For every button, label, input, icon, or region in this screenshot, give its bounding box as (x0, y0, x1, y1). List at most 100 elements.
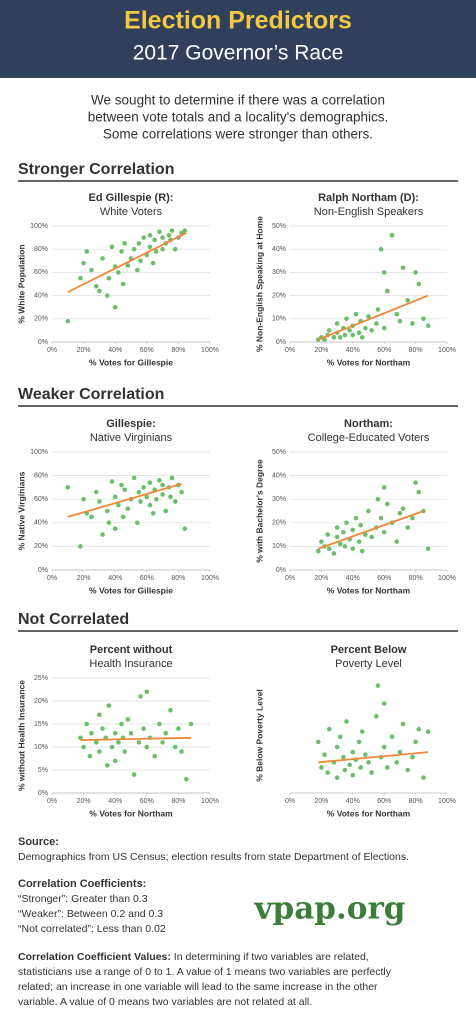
point (157, 229, 162, 235)
trend-line (318, 751, 429, 764)
point (112, 494, 118, 500)
point (394, 311, 400, 317)
point (342, 767, 348, 773)
point (350, 527, 356, 533)
point (105, 293, 110, 298)
point (341, 754, 346, 760)
point (421, 316, 426, 322)
point (334, 534, 340, 540)
y-tick-label: 80% (34, 472, 48, 479)
point (363, 325, 368, 331)
point (65, 318, 71, 324)
point (381, 701, 387, 706)
point (122, 241, 127, 246)
point (138, 499, 143, 504)
point (125, 263, 131, 268)
point (144, 744, 150, 750)
point (135, 267, 140, 273)
point (112, 758, 118, 764)
y-tick-label: 20% (34, 316, 48, 323)
x-tick-label: 60% (140, 575, 154, 582)
y-tick-label: 0% (276, 339, 286, 346)
x-tick-label: 80% (171, 347, 185, 354)
point (160, 740, 165, 745)
x-tick-label: 80% (409, 347, 423, 354)
point (366, 508, 371, 514)
point (334, 525, 340, 530)
coefficient-line: “Not correlated”: Less than 0.02 (18, 923, 166, 935)
point (337, 541, 343, 547)
y-tick-label: 15% (34, 721, 48, 728)
point (89, 514, 94, 520)
note-line: related; an increase in one variable wil… (18, 981, 378, 993)
point (116, 270, 121, 275)
x-tick-label: 0% (47, 575, 57, 582)
point (182, 228, 188, 233)
coefficient-line: “Stronger”: Greater than 0.3 (18, 893, 148, 905)
point (188, 721, 194, 727)
x-tick-label: 40% (108, 798, 122, 805)
point (400, 721, 406, 727)
point (81, 496, 86, 502)
x-tick-label: 20% (314, 575, 328, 582)
x-tick-label: 60% (377, 347, 391, 354)
point (381, 744, 387, 750)
point (353, 515, 359, 521)
chart-title: White Voters (100, 206, 163, 218)
point (184, 776, 189, 782)
point (369, 328, 374, 333)
point (120, 514, 126, 520)
x-axis-label: % Votes for Northam (327, 585, 411, 595)
x-axis-label: % Votes for Northam (327, 357, 411, 367)
point (97, 712, 102, 718)
point (416, 726, 422, 732)
x-tick-label: 80% (171, 798, 185, 805)
point (122, 749, 127, 754)
y-tick-label: 25% (34, 675, 48, 682)
point (182, 526, 188, 531)
point (109, 744, 115, 750)
point (65, 485, 71, 490)
point (105, 508, 110, 514)
point (347, 762, 352, 768)
y-tick-label: 5% (38, 767, 48, 774)
section-heading: Weaker Correlation (18, 386, 164, 403)
point (122, 487, 127, 493)
point (385, 501, 390, 507)
point (334, 775, 340, 780)
point (366, 760, 371, 765)
point (172, 744, 178, 750)
point (425, 729, 431, 734)
x-tick-label: 20% (77, 347, 91, 354)
point (150, 260, 156, 266)
chart-title: Gillespie: (106, 418, 156, 430)
intro-line: Some correlations were stronger than oth… (103, 127, 373, 142)
point (152, 237, 157, 243)
point (119, 721, 124, 727)
point (179, 489, 184, 495)
x-tick-label: 0% (285, 798, 295, 805)
x-tick-label: 20% (77, 798, 91, 805)
x-tick-label: 100% (201, 575, 219, 582)
intro-line: between vote totals and a locality's dem… (88, 110, 389, 125)
point (131, 246, 137, 252)
point (136, 740, 142, 745)
point (344, 520, 349, 526)
point (334, 744, 340, 750)
x-axis-label: % Votes for Gillespie (89, 357, 173, 367)
point (410, 515, 415, 521)
point (359, 548, 365, 554)
point (363, 532, 368, 537)
point (366, 314, 371, 319)
point (125, 506, 131, 511)
point (172, 499, 178, 504)
x-tick-label: 0% (285, 347, 295, 354)
point (410, 321, 415, 326)
point (374, 714, 379, 719)
point (341, 529, 346, 535)
point (160, 235, 165, 240)
point (425, 546, 431, 552)
x-tick-label: 60% (140, 798, 154, 805)
point (358, 522, 363, 528)
point (172, 246, 178, 252)
